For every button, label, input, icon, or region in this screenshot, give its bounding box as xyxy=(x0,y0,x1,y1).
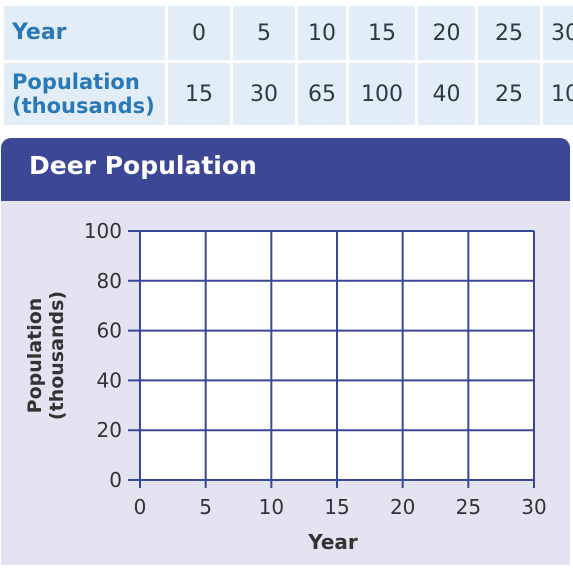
chart-plot: 0 5 10 15 20 25 30 0 20 40 60 80 100 Year Population (t… xyxy=(24,219,547,554)
y-axis-label: Population xyxy=(24,298,46,414)
graph-title-banner: Deer Population xyxy=(1,138,570,201)
year-cell: 30 xyxy=(543,6,573,60)
year-cell: 5 xyxy=(233,6,295,60)
x-axis-label: Year xyxy=(307,530,358,554)
population-cell: 40 xyxy=(418,63,475,125)
year-cell: 15 xyxy=(349,6,415,60)
population-cell: 100 xyxy=(349,63,415,125)
population-header-line2: (thousands) xyxy=(12,94,155,118)
population-cell: 30 xyxy=(233,63,295,125)
x-tick-label: 0 xyxy=(134,495,147,519)
x-tick-label: 10 xyxy=(259,495,284,519)
y-tick-label: 100 xyxy=(84,219,122,243)
y-tick-label: 20 xyxy=(97,418,122,442)
population-header: Population (thousands) xyxy=(4,63,165,125)
y-tick-label: 80 xyxy=(97,269,122,293)
y-tick-label: 0 xyxy=(109,468,122,492)
x-tick-label: 15 xyxy=(324,495,349,519)
graph-card: Deer Population 0 5 10 15 20 25 30 0 20 40 60 80 100… xyxy=(1,138,570,565)
graph-title: Deer Population xyxy=(29,151,257,180)
x-tick-label: 25 xyxy=(456,495,481,519)
population-header-line1: Population xyxy=(12,69,140,94)
y-tick-label: 60 xyxy=(97,319,122,343)
population-cell: 65 xyxy=(298,63,346,125)
year-header: Year xyxy=(4,6,165,60)
x-tick-label: 5 xyxy=(199,495,212,519)
y-tick-label: 40 xyxy=(97,368,122,392)
year-cell: 10 xyxy=(298,6,346,60)
x-tick-label: 30 xyxy=(521,495,546,519)
population-cell: 25 xyxy=(478,63,540,125)
year-cell: 20 xyxy=(418,6,475,60)
year-cell: 25 xyxy=(478,6,540,60)
x-tick-label: 20 xyxy=(390,495,415,519)
population-cell: 15 xyxy=(168,63,230,125)
data-table: Year 0 5 10 15 20 25 30 Population (thou… xyxy=(4,6,573,128)
year-cell: 0 xyxy=(168,6,230,60)
y-axis-label-units: (thousands) xyxy=(46,291,68,420)
population-cell: 10 xyxy=(543,63,573,125)
